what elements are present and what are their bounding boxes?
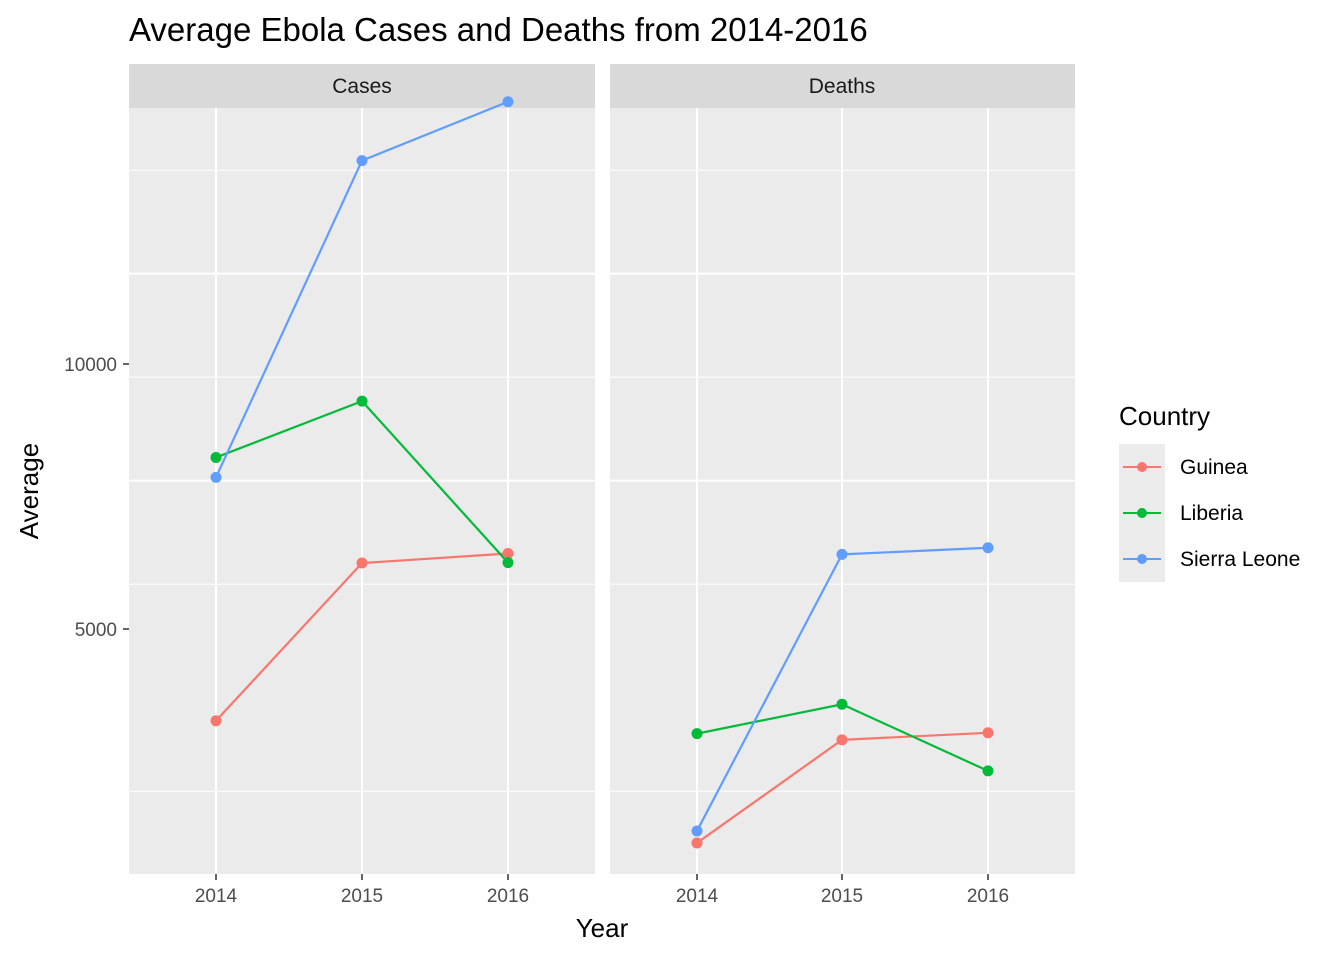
panel-cases: Cases [129,64,595,874]
y-axis: 5000 10000 [64,355,129,641]
strip-label-deaths: Deaths [809,75,876,98]
point-cases-liberia-2016 [502,557,514,569]
legend-title: Country [1119,401,1210,431]
y-tick-label-10000: 10000 [64,355,117,376]
legend-item-guinea: Guinea [1123,456,1248,479]
x-tick-label-cases-2015: 2015 [341,886,383,907]
point-cases-guinea-2014 [210,715,222,727]
strip-cases [129,64,595,108]
x-tick-label-deaths-2015: 2015 [821,886,863,907]
point-deaths-guinea-2016 [982,727,994,739]
legend-key-point-sierra-leone [1137,554,1147,564]
legend: Country Guinea Liberia Sierra Leone [1119,401,1300,582]
point-deaths-guinea-2015 [836,734,848,746]
point-deaths-sierra-leone-2014 [691,825,703,837]
point-deaths-sierra-leone-2016 [982,542,994,554]
strip-deaths [610,64,1075,108]
y-tick-label-5000: 5000 [75,620,117,641]
x-axis-deaths: 2014 2015 2016 [676,874,1009,907]
legend-item-sierra-leone: Sierra Leone [1123,548,1300,571]
legend-key-point-guinea [1137,462,1147,472]
point-deaths-liberia-2016 [982,765,994,777]
x-axis-cases: 2014 2015 2016 [195,874,529,907]
panel-deaths: Deaths [610,64,1075,874]
strip-label-cases: Cases [332,75,392,98]
point-cases-liberia-2015 [356,395,368,407]
point-cases-sierra-leone-2014 [210,471,222,483]
point-cases-guinea-2015 [356,557,368,569]
point-deaths-liberia-2014 [691,728,703,740]
chart-title: Average Ebola Cases and Deaths from 2014… [129,11,868,48]
x-tick-label-cases-2014: 2014 [195,886,238,907]
panel-1-layer [610,108,1075,874]
legend-label-guinea: Guinea [1180,456,1248,479]
x-tick-label-cases-2016: 2016 [487,886,529,907]
y-axis-title: Average [14,443,44,539]
x-tick-label-deaths-2014: 2014 [676,886,719,907]
point-deaths-liberia-2015 [836,698,848,710]
y-tick-5000: 5000 [75,620,129,641]
panel-0-layer [129,96,595,874]
x-tick-label-deaths-2016: 2016 [967,886,1009,907]
legend-label-liberia: Liberia [1180,502,1243,525]
point-deaths-sierra-leone-2015 [836,548,848,560]
point-deaths-guinea-2014 [691,837,703,849]
x-axis-title: Year [576,913,629,943]
legend-key-point-liberia [1137,508,1147,518]
point-cases-liberia-2014 [210,451,222,463]
point-cases-sierra-leone-2016 [502,96,514,108]
legend-item-liberia: Liberia [1123,502,1243,525]
point-cases-guinea-2016 [502,548,514,560]
y-tick-10000: 10000 [64,355,129,376]
point-cases-sierra-leone-2015 [356,155,368,167]
legend-label-sierra-leone: Sierra Leone [1180,548,1300,571]
